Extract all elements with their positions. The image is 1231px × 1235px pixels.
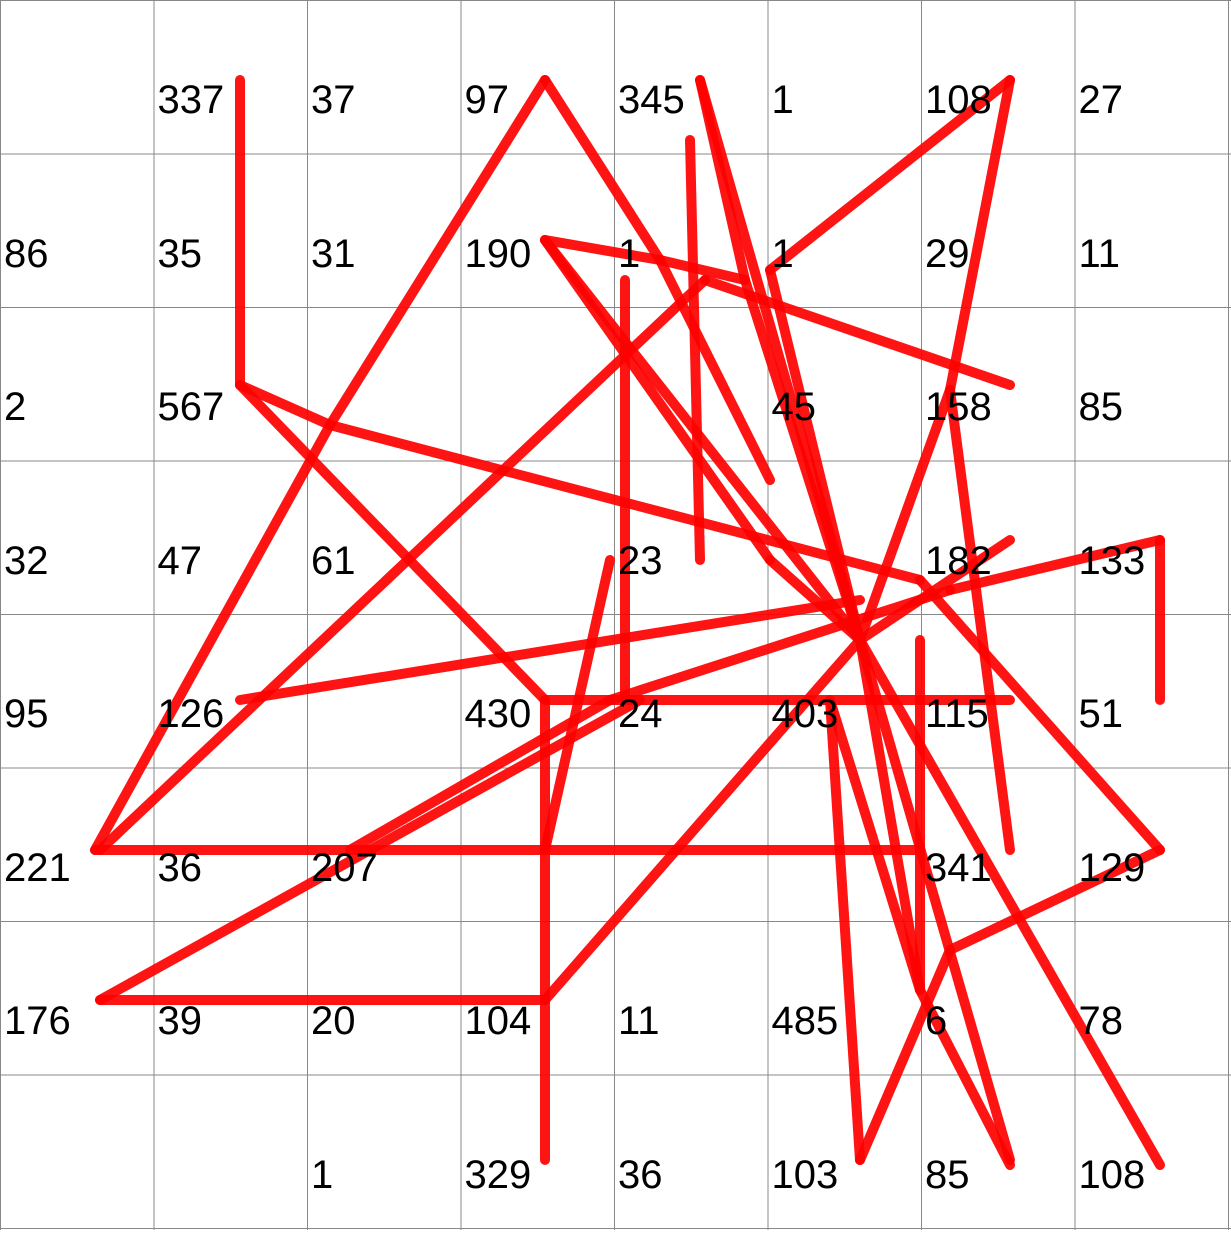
- cell-number: 24: [618, 692, 663, 736]
- cell-number: 126: [157, 692, 225, 736]
- cell-number: 221: [4, 845, 71, 890]
- cell-number: 104: [464, 999, 532, 1043]
- red-trace-segment: [325, 75, 550, 430]
- red-trace-segment: [540, 635, 865, 1005]
- cell-number: 45: [771, 385, 817, 429]
- cell-number: 115: [925, 692, 989, 736]
- red-trace-segment: [855, 635, 925, 995]
- red-trace-segment: [605, 585, 955, 705]
- red-trace-segment: [855, 635, 1015, 1165]
- cell-number: 11: [1078, 231, 1121, 276]
- red-trace-segment: [825, 695, 925, 995]
- cell-number: 108: [925, 78, 992, 122]
- cell-number: 485: [771, 999, 839, 1043]
- cell-number: 430: [464, 692, 532, 736]
- cell-number: 47: [157, 538, 203, 583]
- red-trace-segment: [700, 275, 1015, 390]
- cell-number: 176: [4, 999, 71, 1043]
- cell-number: 108: [1078, 1152, 1146, 1197]
- red-trace-segment: [945, 75, 1015, 395]
- cell-number: 23: [618, 538, 663, 583]
- red-trace-segment: [915, 985, 1015, 1170]
- cell-number: 6: [925, 999, 948, 1043]
- cell-number: 32: [4, 538, 49, 583]
- cell-number: 85: [925, 1152, 970, 1197]
- cell-number: 403: [771, 692, 839, 736]
- cell-number: 341: [925, 845, 992, 890]
- cell-number: 158: [925, 385, 992, 429]
- red-trace-segment: [95, 275, 710, 855]
- cell-number: 1: [771, 231, 794, 276]
- red-trace-segment: [855, 385, 955, 645]
- cell-number: 133: [1078, 538, 1146, 583]
- cell-number: 567: [157, 385, 225, 429]
- red-trace-segment: [95, 695, 645, 1005]
- red-trace-segment: [345, 695, 615, 855]
- red-trace-segment: [235, 380, 550, 705]
- cell-number: 190: [464, 231, 532, 276]
- cell-number: 36: [618, 1152, 663, 1197]
- cell-number: 36: [157, 845, 203, 890]
- cell-number: 337: [157, 78, 225, 122]
- red-trace-path: [90, 75, 1165, 1170]
- cell-number: 129: [1078, 845, 1146, 890]
- cell-number: 78: [1078, 999, 1124, 1043]
- cell-number: 1: [311, 1152, 334, 1197]
- red-trace-segment: [945, 385, 1015, 855]
- red-trace-segment: [765, 265, 865, 645]
- red-trace-segment: [235, 595, 865, 705]
- cell-number: 329: [464, 1152, 532, 1197]
- red-trace-segment: [540, 75, 665, 265]
- cell-number: 86: [4, 231, 49, 276]
- cell-number: 27: [1078, 78, 1124, 122]
- red-trace-segment: [235, 380, 335, 430]
- red-trace-segment: [540, 235, 865, 645]
- red-trace-segment: [685, 135, 705, 565]
- red-trace-segment: [655, 255, 750, 285]
- cell-number: 2: [4, 385, 27, 429]
- cell-number: 97: [464, 78, 510, 122]
- red-trace-segment: [855, 635, 1165, 1170]
- cell-number: 51: [1078, 692, 1124, 736]
- cell-number: 20: [311, 999, 356, 1043]
- cell-number: 35: [157, 231, 203, 276]
- red-trace-segment: [540, 235, 665, 265]
- cell-number: 39: [157, 999, 203, 1043]
- red-trace-segment: [945, 845, 1165, 955]
- cell-number: 29: [925, 231, 970, 276]
- red-trace-segment: [90, 420, 335, 855]
- cell-number: 11: [618, 999, 660, 1043]
- cell-number: 61: [311, 538, 356, 583]
- cell-number: 1: [618, 231, 641, 276]
- red-trace-segment: [655, 255, 775, 485]
- red-trace-segment: [945, 535, 1165, 595]
- red-trace-segment: [540, 555, 615, 855]
- cell-number: 182: [925, 538, 992, 583]
- cell-number: 95: [4, 692, 49, 736]
- cell-number: 207: [311, 845, 378, 890]
- red-trace-segment: [765, 75, 1015, 275]
- cell-number: 31: [311, 231, 356, 276]
- cell-number: 1: [771, 78, 794, 122]
- cell-number: 37: [311, 78, 356, 122]
- cell-number: 103: [771, 1152, 839, 1197]
- cell-number: 345: [618, 78, 685, 122]
- red-trace-segment: [825, 695, 865, 1165]
- red-trace-segment: [915, 575, 1165, 855]
- red-trace-segment: [855, 945, 955, 1165]
- cell-number: 85: [1078, 385, 1124, 429]
